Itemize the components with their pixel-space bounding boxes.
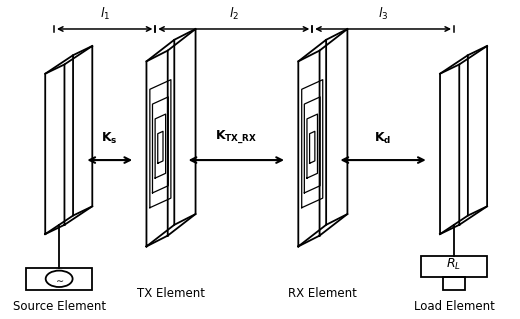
Text: RX Element: RX Element [289,286,357,300]
Text: $\sim$: $\sim$ [54,274,64,284]
Bar [443,277,465,290]
Text: $\mathbf{K_s}$: $\mathbf{K_s}$ [101,131,118,146]
Text: $\mathbf{K_d}$: $\mathbf{K_d}$ [374,131,392,146]
Text: $l_3$: $l_3$ [378,6,388,22]
Text: $l_1$: $l_1$ [100,6,110,22]
Text: Load Element: Load Element [413,300,495,313]
Text: TX Element: TX Element [137,286,205,300]
Text: Source Element: Source Element [12,300,106,313]
Bar [421,256,487,277]
Text: $l_2$: $l_2$ [229,6,239,22]
Text: $\mathbf{K_{TX\_RX}}$: $\mathbf{K_{TX\_RX}}$ [215,129,257,146]
Text: $R_L$: $R_L$ [447,257,461,272]
Bar [26,268,92,290]
